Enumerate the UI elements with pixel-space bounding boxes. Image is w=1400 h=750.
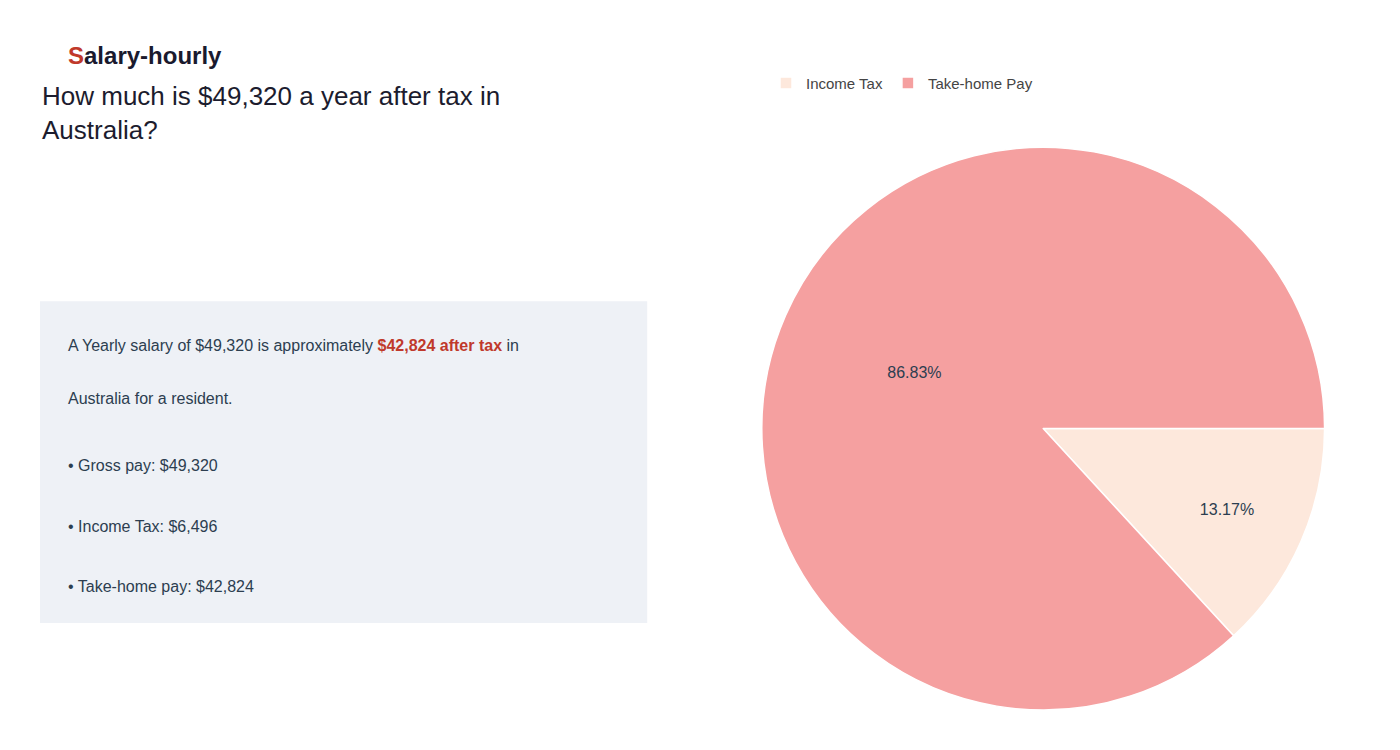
svg-text:A Yearly salary of $49,320 is: A Yearly salary of $49,320 is approximat…: [68, 337, 519, 354]
svg-text:86.83%: 86.83%: [887, 364, 941, 381]
svg-text:• Income Tax: $6,496: • Income Tax: $6,496: [68, 518, 218, 535]
svg-text:Australia for a resident.: Australia for a resident.: [68, 390, 233, 407]
svg-text:Income Tax: Income Tax: [806, 75, 883, 92]
svg-text:• Gross pay: $49,320: • Gross pay: $49,320: [68, 457, 218, 474]
svg-text:13.17%: 13.17%: [1200, 501, 1254, 518]
svg-text:How much is $49,320 a year aft: How much is $49,320 a year after tax inA…: [42, 81, 500, 145]
svg-text:• Take-home pay: $42,824: • Take-home pay: $42,824: [68, 578, 254, 595]
svg-text:Salary-hourly: Salary-hourly: [68, 42, 222, 69]
svg-text:Take-home Pay: Take-home Pay: [928, 75, 1033, 92]
